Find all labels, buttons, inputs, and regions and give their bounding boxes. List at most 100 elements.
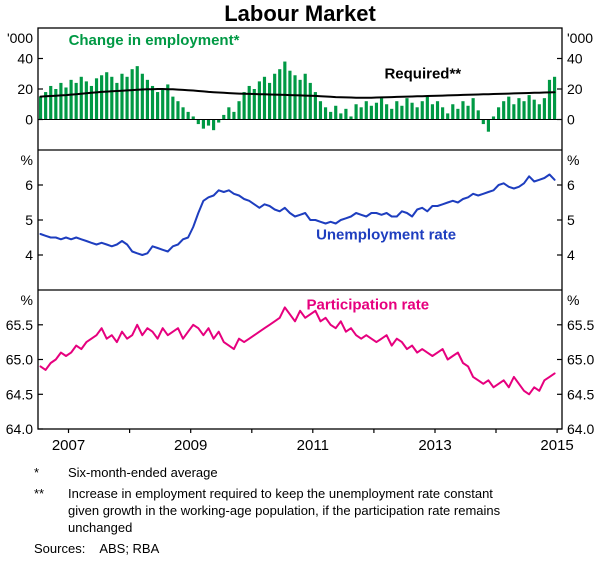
y-tick-label-right: 0: [567, 112, 575, 128]
change-in-employment-bar: [517, 98, 521, 120]
change-in-employment-bar: [435, 101, 440, 120]
change-in-employment-bar: [507, 96, 511, 120]
y-tick-label-right: 64.0: [567, 421, 594, 437]
change-in-employment-bar: [481, 119, 485, 125]
change-in-employment-bar: [161, 89, 165, 120]
change-in-employment-bar: [150, 85, 155, 120]
x-tick-label: 2013: [418, 437, 451, 454]
change-in-employment-bar: [441, 107, 445, 120]
axis-unit-label-right: '000: [567, 30, 593, 46]
change-in-employment-bar: [176, 101, 180, 120]
change-in-employment-bar: [79, 76, 83, 120]
y-tick-label-left: 20: [17, 81, 33, 97]
change-in-employment-bar: [44, 92, 48, 120]
change-in-employment-bar: [89, 85, 94, 120]
change-in-employment-bar: [461, 101, 465, 120]
change-in-employment-bar: [502, 101, 506, 120]
change-in-employment-bar: [94, 78, 99, 120]
axis-unit-label-left: %: [21, 152, 33, 168]
change-in-employment-bar: [369, 105, 373, 120]
required-label: Required**: [384, 65, 461, 82]
change-in-employment-bar: [410, 102, 414, 120]
change-in-employment-bar: [420, 101, 424, 120]
x-tick-label: 2007: [52, 437, 85, 454]
change-in-employment-bar: [390, 108, 394, 120]
change-in-employment-bar: [512, 104, 516, 120]
y-tick-label-right: 4: [567, 247, 575, 263]
change-in-employment-bar: [232, 111, 236, 120]
y-tick-label-left: 64.5: [6, 386, 33, 402]
change-in-employment-bar: [84, 81, 88, 120]
change-in-employment-bar: [115, 82, 119, 120]
change-in-employment-bar: [212, 119, 216, 131]
change-in-employment-bar: [527, 95, 531, 120]
axis-unit-label-left: %: [21, 292, 33, 308]
change-in-employment-bar: [364, 101, 368, 120]
change-in-employment-bar: [201, 119, 205, 129]
sources-label: Sources:: [34, 540, 86, 556]
change-in-employment-bar: [64, 87, 68, 120]
y-tick-label-left: 65.5: [6, 317, 33, 333]
change-in-employment-bar: [318, 101, 323, 120]
y-tick-label-right: 65.5: [567, 317, 594, 333]
footnote-1-marker: *: [34, 465, 40, 480]
footnote-2: ** Increase in employment required to ke…: [34, 486, 582, 537]
change-in-employment-bar: [522, 101, 526, 120]
change-in-employment-bar: [405, 98, 409, 120]
labour-market-chart: 0 0 20 20 40 40 '000 '000 Change in employment* R…: [6, 27, 594, 454]
change-in-employment-bar: [247, 85, 251, 120]
y-tick-label-left: 40: [17, 51, 33, 67]
change-in-employment-bar: [486, 119, 490, 132]
change-in-employment-bar: [446, 113, 450, 120]
change-in-employment-bar: [323, 107, 328, 120]
change-in-employment-bar: [59, 82, 63, 120]
change-in-employment-bar: [100, 75, 104, 120]
change-in-employment-bar: [273, 73, 277, 120]
change-in-employment-bar: [451, 104, 455, 120]
change-in-employment-bar: [38, 96, 43, 120]
change-in-employment-bar: [425, 96, 429, 120]
change-in-employment-bar: [329, 111, 333, 120]
y-tick-label-left: 0: [25, 112, 33, 128]
change-in-employment-bar: [385, 104, 389, 120]
change-in-employment-bar: [552, 76, 557, 120]
change-in-employment-bar: [344, 108, 348, 120]
change-in-employment-bar: [110, 76, 114, 120]
change-in-employment-bar: [349, 116, 353, 120]
change-in-employment-bar: [379, 98, 384, 120]
change-in-employment-bar: [140, 73, 144, 120]
change-in-employment-bar: [374, 102, 379, 120]
change-in-employment-bar: [69, 79, 73, 120]
change-in-employment-bar: [466, 105, 470, 120]
change-in-employment-bar: [156, 92, 160, 120]
change-in-employment-bar: [206, 119, 211, 126]
change-in-employment-bar: [491, 116, 496, 120]
footnote-1: * Six-month-ended average: [34, 465, 582, 482]
footnote-1-text: Six-month-ended average: [68, 465, 218, 480]
change-in-employment-bar: [222, 114, 226, 120]
change-in-employment-bar: [303, 73, 307, 120]
change-in-employment-bar: [262, 76, 267, 120]
footnotes-block: * Six-month-ended average ** Increase in…: [0, 463, 600, 557]
change-in-employment-bar: [227, 107, 231, 120]
change-in-employment-bar: [537, 104, 541, 120]
change-in-employment-bar: [171, 96, 175, 120]
unemployment-rate-line: [39, 173, 556, 256]
unemployment-rate-label: Unemployment rate: [316, 226, 456, 243]
y-tick-label-right: 6: [567, 177, 575, 193]
change-in-employment-bar: [298, 79, 302, 120]
change-in-employment-bar: [120, 73, 124, 120]
x-tick-label: 2009: [174, 437, 207, 454]
change-in-employment-bar: [267, 82, 272, 120]
change-in-employment-bar: [125, 76, 129, 120]
footnote-2-marker: **: [34, 485, 45, 501]
change-in-employment-bar: [542, 98, 546, 120]
change-in-employment-bar: [181, 107, 185, 120]
y-tick-label-right: 20: [567, 81, 583, 97]
y-tick-label-left: 6: [25, 177, 33, 193]
change-in-employment-bar: [359, 107, 363, 120]
change-in-employment-bar: [217, 119, 221, 123]
change-in-employment-bar: [293, 75, 297, 120]
change-in-employment-bar: [334, 105, 338, 120]
